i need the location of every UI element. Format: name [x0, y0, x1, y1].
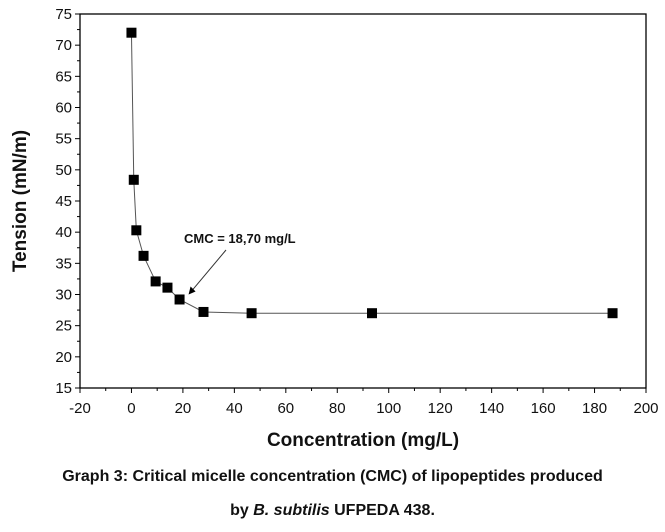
y-tick-label: 55 — [55, 131, 72, 148]
x-tick-label: 0 — [127, 400, 135, 417]
data-point — [607, 308, 618, 319]
y-tick-label: 35 — [55, 255, 72, 272]
plot-frame — [79, 13, 647, 389]
x-tick-label: 100 — [376, 400, 401, 417]
y-tick-label: 50 — [55, 162, 72, 179]
series-line — [130, 32, 613, 314]
y-tick-label: 40 — [55, 224, 72, 241]
y-tick-label: 70 — [55, 37, 72, 54]
caption-species: B. subtilis — [253, 502, 330, 519]
chart-svg: -20 0 20 40 60 80 100 120 140 160 180 200 15 20 25 30 35… — [10, 6, 659, 451]
y-tick-label: 20 — [55, 349, 72, 366]
data-point — [162, 282, 173, 293]
data-point — [246, 308, 257, 319]
y-tick-label: 30 — [55, 287, 72, 304]
x-tick-label: 140 — [479, 400, 504, 417]
x-tick-label: 160 — [531, 400, 556, 417]
y-tick-label: 15 — [55, 380, 72, 397]
caption-text: by — [230, 502, 254, 519]
cmc-annotation: CMC = 18,70 mg/L — [184, 231, 296, 246]
data-point — [367, 308, 378, 319]
y-tick-label: 75 — [55, 6, 72, 23]
data-point — [138, 250, 149, 261]
y-tick-label: 65 — [55, 68, 72, 85]
x-tick-label: 20 — [175, 400, 192, 417]
x-tick-label: 60 — [277, 400, 294, 417]
arrowhead-icon — [188, 286, 196, 295]
y-tick-label: 60 — [55, 100, 72, 117]
x-tick-label: 200 — [633, 400, 658, 417]
data-point — [131, 225, 142, 236]
x-tick-label: 80 — [329, 400, 346, 417]
caption-line-2: by B. subtilis UFPEDA 438. — [0, 502, 665, 520]
caption-line-1: Graph 3: Critical micelle concentration … — [62, 468, 603, 485]
data-point — [150, 276, 161, 287]
x-tick-label: -20 — [69, 400, 91, 417]
x-tick-label: 40 — [226, 400, 243, 417]
data-point — [128, 174, 139, 185]
data-point — [198, 306, 209, 317]
y-axis-label: Tension (mN/m) — [10, 130, 31, 272]
x-tick-label: 120 — [428, 400, 453, 417]
annotation-arrow — [189, 249, 227, 294]
x-axis-label: Concentration (mg/L) — [267, 430, 459, 451]
y-tick-label: 25 — [55, 318, 72, 335]
data-point — [174, 294, 185, 305]
caption-text: UFPEDA 438. — [329, 502, 435, 519]
x-tick-label: 180 — [582, 400, 607, 417]
y-tick-label: 45 — [55, 193, 72, 210]
data-point — [126, 27, 137, 38]
